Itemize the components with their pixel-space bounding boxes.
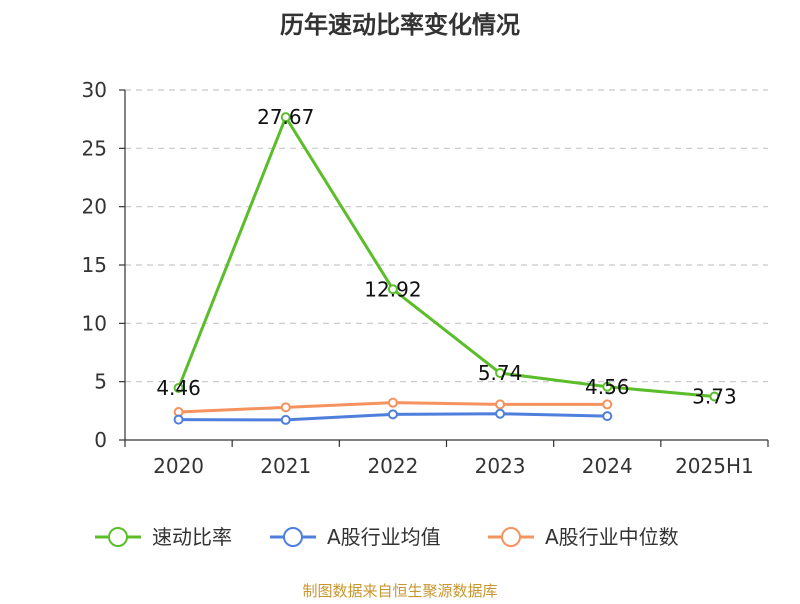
legend-label: 速动比率 bbox=[152, 525, 232, 549]
legend-marker bbox=[501, 527, 521, 547]
y-tick-label: 10 bbox=[82, 311, 107, 335]
legend-item-1[interactable]: A股行业均值 bbox=[270, 525, 441, 549]
legend: 速动比率 A股行业均值 A股行业中位数 bbox=[95, 525, 679, 549]
x-tick-label: 2021 bbox=[260, 454, 311, 478]
data-point bbox=[173, 414, 184, 425]
data-point bbox=[495, 408, 506, 419]
y-tick-label: 5 bbox=[94, 370, 107, 394]
data-point bbox=[602, 399, 613, 410]
data-point bbox=[173, 382, 184, 393]
series-layer bbox=[173, 112, 720, 425]
data-point bbox=[387, 409, 398, 420]
data-point bbox=[280, 402, 291, 413]
data-label: 4.56 bbox=[585, 375, 630, 399]
grid-layer bbox=[125, 89, 768, 383]
x-tick-label: 2025H1 bbox=[675, 454, 754, 478]
y-tick-label: 25 bbox=[82, 136, 107, 160]
data-point bbox=[387, 397, 398, 408]
chart-title: 历年速动比率变化情况 bbox=[280, 11, 520, 39]
legend-marker bbox=[283, 527, 303, 547]
series-line-0 bbox=[177, 115, 715, 398]
label-layer: 4.46 27.67 12.92 5.74 4.56 3.73 bbox=[156, 105, 736, 408]
x-tick-label: 2024 bbox=[582, 454, 633, 478]
legend-label: A股行业中位数 bbox=[545, 525, 679, 549]
y-tick-label: 15 bbox=[82, 253, 107, 277]
data-point bbox=[495, 368, 506, 379]
data-point bbox=[602, 411, 613, 422]
y-tick-label: 0 bbox=[94, 428, 107, 452]
legend-marker bbox=[108, 527, 128, 547]
y-tick-label: 30 bbox=[82, 78, 107, 102]
data-label: 12.92 bbox=[364, 277, 421, 301]
data-point bbox=[709, 391, 720, 402]
data-label: 5.74 bbox=[478, 361, 523, 385]
axis-layer: 0 5 10 15 20 25 30 2020 2021 2022 2023 2024 2025H1 bbox=[82, 78, 769, 478]
data-point bbox=[280, 414, 291, 425]
legend-item-0[interactable]: 速动比率 bbox=[95, 525, 232, 549]
data-point bbox=[280, 112, 291, 123]
legend-label: A股行业均值 bbox=[327, 525, 441, 549]
data-point bbox=[602, 381, 613, 392]
data-label: 27.67 bbox=[257, 105, 314, 129]
y-tick-label: 20 bbox=[82, 195, 107, 219]
legend-item-2[interactable]: A股行业中位数 bbox=[488, 525, 679, 549]
x-tick-label: 2022 bbox=[367, 454, 418, 478]
data-label: 4.46 bbox=[156, 376, 201, 400]
source-note: 制图数据来自恒生聚源数据库 bbox=[302, 582, 497, 600]
x-tick-label: 2020 bbox=[153, 454, 204, 478]
data-point bbox=[495, 399, 506, 410]
data-point bbox=[387, 284, 398, 295]
x-tick-label: 2023 bbox=[475, 454, 526, 478]
data-label: 3.73 bbox=[692, 384, 737, 408]
